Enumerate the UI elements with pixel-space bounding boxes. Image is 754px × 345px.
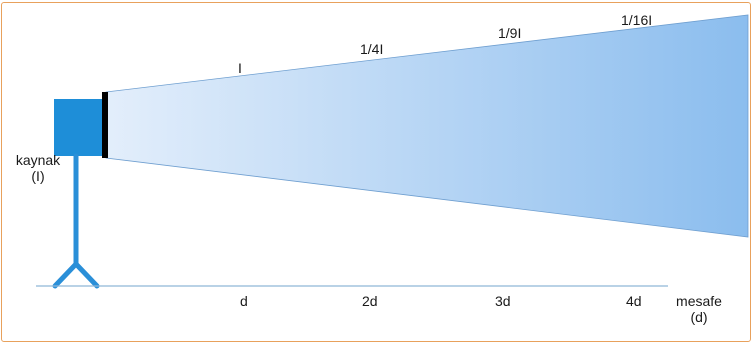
axis-label: mesafe (d) bbox=[670, 293, 728, 325]
distance-label-3: 3d bbox=[495, 293, 511, 309]
intensity-label-2: 1/4I bbox=[360, 41, 384, 57]
source-label-name: kaynak bbox=[15, 152, 61, 168]
source-box bbox=[54, 99, 104, 156]
axis-label-name: mesafe bbox=[676, 293, 722, 309]
source-stand bbox=[52, 153, 100, 289]
source-label: kaynak (I) bbox=[8, 152, 68, 184]
intensity-label-3: 1/9I bbox=[498, 25, 522, 41]
intensity-label-1: I bbox=[238, 60, 242, 76]
distance-label-2: 2d bbox=[362, 293, 378, 309]
light-beam bbox=[105, 14, 749, 238]
distance-label-1: d bbox=[240, 293, 248, 309]
intensity-label-4: 1/16I bbox=[621, 12, 653, 28]
source-emitter bbox=[102, 92, 108, 158]
source-label-symbol: (I) bbox=[31, 168, 45, 184]
axis-label-symbol: (d) bbox=[690, 309, 708, 325]
distance-label-4: 4d bbox=[626, 293, 642, 309]
